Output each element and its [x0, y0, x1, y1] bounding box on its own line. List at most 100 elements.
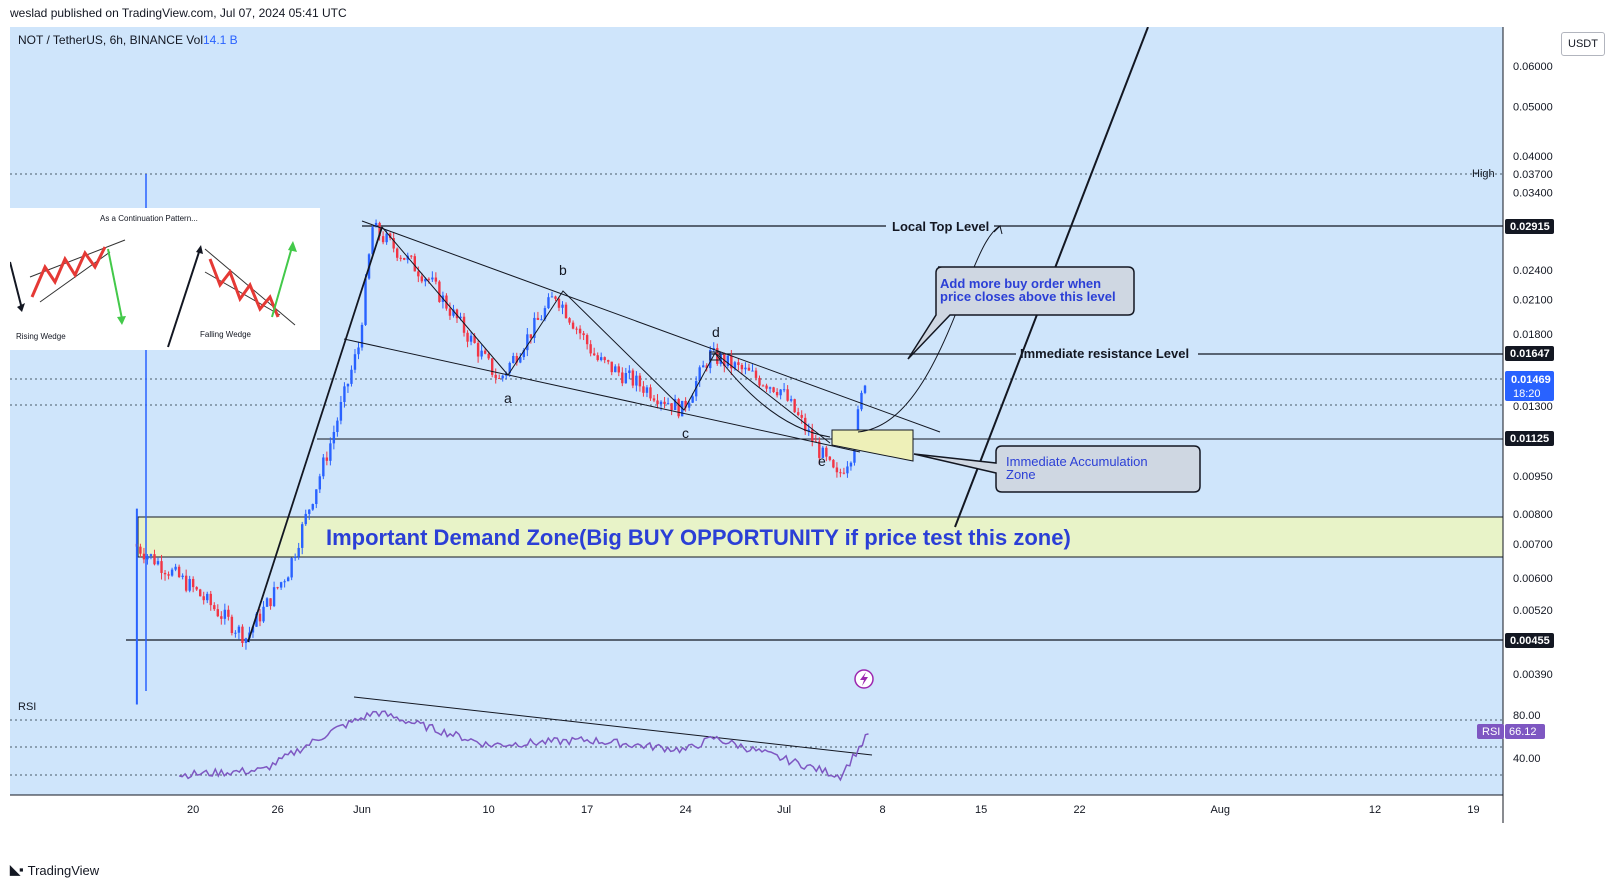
- candle-body: [617, 366, 620, 373]
- candle-body: [459, 316, 462, 319]
- candle-body: [624, 373, 628, 384]
- candle-body: [628, 370, 631, 374]
- currency-unit-button[interactable]: USDT: [1561, 32, 1605, 56]
- candle-body: [434, 277, 438, 282]
- candle-body: [473, 335, 476, 344]
- candle-body: [329, 443, 332, 461]
- abcde-wave-path: [381, 226, 831, 444]
- candle-body: [568, 318, 571, 323]
- candle-body: [322, 457, 325, 477]
- demand-zone-label: Important Demand Zone(Big BUY OPPORTUNIT…: [326, 525, 1071, 550]
- candle-body: [687, 402, 691, 408]
- rsi-badge-label-box: [1477, 724, 1504, 739]
- candle-body: [670, 403, 673, 411]
- candle-body: [804, 417, 807, 432]
- candle-body: [501, 375, 504, 379]
- candle-body: [181, 575, 184, 578]
- candle-body: [705, 365, 708, 369]
- candle-body: [730, 355, 733, 369]
- candle-body: [462, 316, 466, 333]
- candle-body: [631, 370, 635, 386]
- candle-body: [220, 616, 223, 619]
- candle-body: [293, 556, 297, 559]
- candle-body: [835, 467, 839, 473]
- candle-body: [564, 304, 568, 319]
- candle-body: [476, 343, 480, 357]
- price-tick-label: 0.01300: [1513, 401, 1553, 413]
- candles-group: [135, 219, 867, 705]
- local-top-label: Local Top Level: [892, 219, 989, 234]
- candle-body: [842, 472, 846, 474]
- high-value: 0.03700: [1513, 169, 1553, 181]
- candle-body: [403, 257, 406, 260]
- candle-body: [737, 362, 740, 365]
- candle-body: [230, 616, 234, 634]
- candle-body: [589, 344, 592, 354]
- candle-body: [522, 350, 526, 358]
- candle-body: [392, 238, 395, 249]
- candle-body: [199, 589, 202, 597]
- candle-body: [645, 387, 649, 393]
- candle-body: [209, 593, 212, 606]
- tradingview-footer[interactable]: ◣▪ TradingView: [10, 862, 99, 878]
- candle-body: [768, 387, 772, 389]
- candle-body: [751, 370, 754, 372]
- candle-body: [677, 399, 680, 417]
- time-tick-label: 24: [679, 804, 691, 816]
- volume-label: Vol: [186, 33, 203, 47]
- candle-body: [269, 598, 272, 607]
- candle-body: [635, 375, 638, 386]
- price-chart[interactable]: Important Demand Zone(Big BUY OPPORTUNIT…: [10, 27, 1615, 852]
- candle-body: [315, 489, 318, 505]
- candle-body: [336, 420, 339, 432]
- chart-frame: Important Demand Zone(Big BUY OPPORTUNIT…: [10, 27, 1615, 852]
- accumulation-line2: Zone: [1006, 467, 1036, 482]
- price-tick-label: 0.03400: [1513, 187, 1553, 199]
- candle-body: [216, 609, 219, 617]
- candle-body: [195, 587, 198, 590]
- inset-title: As a Continuation Pattern...: [100, 214, 198, 223]
- volume-value: 14.1 B: [202, 33, 238, 47]
- candle-body: [480, 350, 483, 357]
- candle-body: [191, 578, 195, 588]
- candle-body: [399, 257, 402, 259]
- candle-body: [395, 248, 399, 258]
- price-tick-label: 0.02100: [1513, 295, 1553, 307]
- candle-body: [213, 605, 216, 610]
- candle-body: [726, 355, 730, 367]
- candle-body: [818, 441, 821, 458]
- candle-body: [308, 509, 311, 514]
- candle-body: [276, 587, 279, 589]
- rsi-line: [178, 710, 869, 782]
- candle-body: [301, 524, 304, 548]
- price-tick-label: 0.01800: [1513, 329, 1553, 341]
- candle-body: [684, 400, 687, 408]
- candle-body: [754, 370, 758, 378]
- time-tick-label: 22: [1073, 804, 1085, 816]
- candle-body: [779, 389, 782, 396]
- candle-body: [466, 332, 469, 342]
- symbol-label: NOT / TetherUS, 6h, BINANCE: [18, 33, 183, 47]
- candle-body: [761, 385, 765, 387]
- candle-body: [519, 357, 522, 363]
- candle-body: [825, 447, 828, 457]
- candle-body: [424, 278, 427, 282]
- high-label: High: [1472, 168, 1495, 180]
- candle-body: [448, 308, 452, 316]
- candle-body: [483, 350, 487, 354]
- rsi-pane-label: RSI: [18, 701, 36, 713]
- candle-body: [758, 377, 761, 386]
- svg-text:RSI: RSI: [1482, 726, 1500, 738]
- time-axis-background: [10, 795, 1503, 823]
- candle-body: [765, 385, 768, 389]
- symbol-legend[interactable]: NOT / TetherUS, 6h, BINANCE Vol14.1 B: [18, 33, 238, 47]
- candle-body: [332, 431, 336, 444]
- time-tick-label: Aug: [1210, 804, 1230, 816]
- candle-body: [540, 319, 543, 321]
- rsi-tick-80: 80.00: [1513, 710, 1541, 722]
- immediate-resistance-label: Immediate resistance Level: [1020, 346, 1189, 361]
- candle-body: [227, 609, 230, 617]
- candle-body: [160, 561, 163, 573]
- candle-body: [487, 353, 490, 359]
- rsi-divergence-line: [353, 696, 873, 756]
